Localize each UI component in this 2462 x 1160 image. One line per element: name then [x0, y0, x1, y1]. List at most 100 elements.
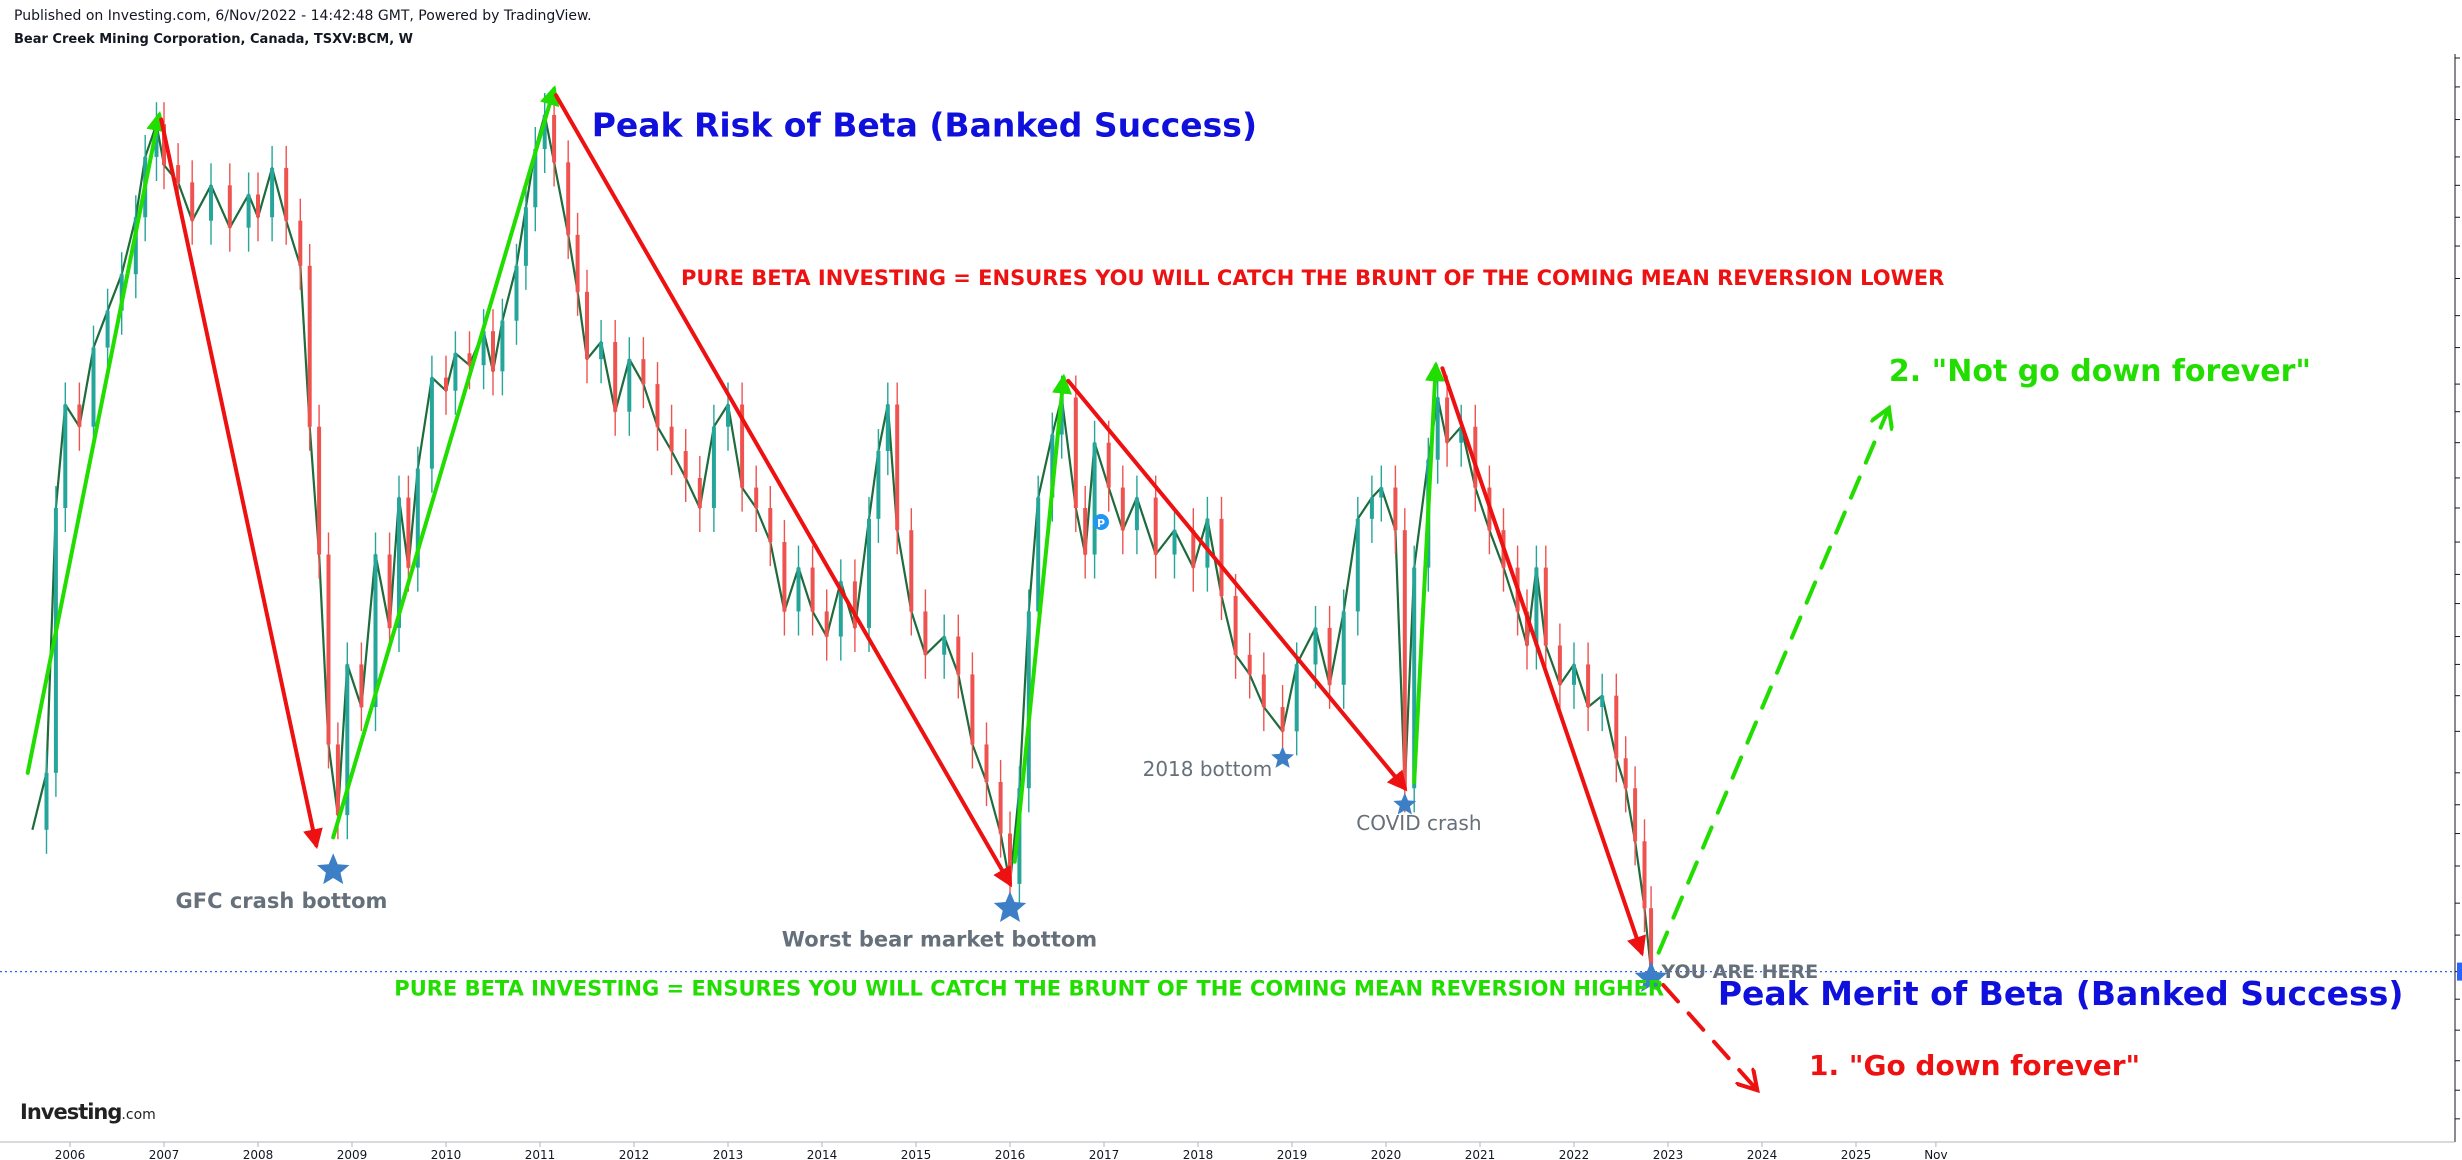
- candle-body: [1106, 442, 1111, 488]
- red-trend-arrow: [1440, 366, 1646, 957]
- candle-body: [1172, 530, 1177, 555]
- candle-body: [1134, 497, 1139, 531]
- x-tick-label: 2009: [337, 1148, 368, 1160]
- candle-body: [1369, 497, 1374, 519]
- green-trend-arrow: [1412, 361, 1445, 784]
- candle-body: [782, 542, 787, 612]
- x-tick-label: 2023: [1653, 1148, 1684, 1160]
- candle-body: [523, 207, 528, 266]
- investing-logo: Investing.com: [20, 1100, 156, 1124]
- candle-body: [1050, 434, 1055, 498]
- candle-body: [641, 359, 646, 385]
- event-marker: P: [1093, 514, 1109, 530]
- candle-body: [246, 194, 251, 228]
- x-tick-label: 2014: [807, 1148, 838, 1160]
- candle-body: [669, 426, 674, 452]
- bottom-stars: [317, 746, 1668, 992]
- published-caption: Published on Investing.com, 6/Nov/2022 -…: [14, 8, 592, 24]
- candle-body: [1623, 758, 1628, 789]
- candle-body: [133, 217, 138, 275]
- price-series: [31, 92, 1654, 996]
- candle-body: [923, 611, 928, 655]
- candle-body: [1294, 664, 1299, 732]
- x-tick-label: 2019: [1277, 1148, 1308, 1160]
- candle-body: [1083, 507, 1088, 555]
- candle-body: [1459, 426, 1464, 443]
- annotation-label: YOU ARE HERE: [1660, 961, 1818, 983]
- candle-body: [838, 581, 843, 637]
- candle-body: [176, 165, 181, 183]
- candle-body: [63, 404, 68, 508]
- symbol-title: Bear Creek Mining Corporation, Canada, T…: [14, 32, 414, 47]
- x-tick-label: 2021: [1465, 1148, 1496, 1160]
- candle-body: [575, 234, 580, 292]
- candle-body: [1008, 833, 1012, 884]
- candle-body: [1327, 627, 1332, 685]
- annotation-label: 2. "Not go down forever": [1889, 354, 2311, 389]
- annotation-label: PURE BETA INVESTING = ENSURES YOU WILL C…: [394, 977, 1664, 1001]
- candle-body: [444, 377, 448, 391]
- candle-body: [627, 359, 632, 412]
- annotation-label: COVID crash: [1356, 811, 1481, 835]
- candle-body: [998, 781, 1003, 834]
- candle-body: [824, 611, 829, 637]
- annotation-label: 1. "Go down forever": [1809, 1049, 2140, 1082]
- x-tick-label: 2012: [619, 1148, 650, 1160]
- candle-body: [970, 674, 975, 745]
- x-tick-label: 2022: [1559, 1148, 1590, 1160]
- candle-body: [44, 772, 49, 830]
- candle-body: [1445, 397, 1450, 443]
- x-tick-label: 2024: [1747, 1148, 1778, 1160]
- candle-body: [467, 353, 472, 366]
- candle-body: [599, 341, 604, 360]
- star-icon: [1634, 961, 1668, 992]
- green-trend-arrow: [331, 85, 560, 840]
- candle-body: [91, 347, 96, 427]
- candle-body: [542, 114, 547, 150]
- candle-body: [406, 497, 411, 568]
- star-icon: [1271, 746, 1294, 768]
- candle-body: [1205, 518, 1210, 568]
- annotation-label: 2018 bottom: [1143, 757, 1273, 781]
- candle-body: [895, 404, 900, 531]
- candle-body: [1313, 627, 1318, 665]
- candle-body: [1402, 530, 1407, 789]
- x-tick-label: 2011: [525, 1148, 556, 1160]
- candle-body: [1247, 654, 1252, 675]
- candle-body: [566, 162, 571, 235]
- candle-body: [1525, 611, 1529, 646]
- candle-body: [270, 167, 275, 218]
- candle-body: [1412, 567, 1417, 789]
- x-tick-label: 2008: [243, 1148, 274, 1160]
- x-tick-label: 2016: [995, 1148, 1026, 1160]
- candle-body: [491, 331, 495, 372]
- candle-body: [284, 167, 289, 221]
- annotation-label: GFC crash bottom: [176, 889, 388, 913]
- candle-body: [345, 664, 350, 816]
- candle-body: [852, 581, 857, 628]
- candle-body: [119, 274, 124, 311]
- candle-body: [209, 185, 213, 221]
- annotation-label: Peak Merit of Beta (Banked Success): [1718, 974, 2404, 1013]
- candle-body: [740, 404, 745, 488]
- candle-body: [796, 567, 801, 612]
- candle-body: [697, 477, 702, 508]
- candle-body: [1341, 611, 1346, 685]
- candle-body: [162, 124, 166, 166]
- candle-body: [190, 182, 195, 221]
- candle-body: [256, 194, 260, 218]
- candle-body: [1233, 595, 1238, 655]
- star-icon: [317, 853, 350, 885]
- candle-body: [1649, 908, 1654, 972]
- green-trend-arrow: [25, 111, 166, 775]
- candle-body: [298, 220, 303, 266]
- candle-body: [909, 530, 914, 612]
- candle-body: [1036, 497, 1041, 612]
- candle-body: [585, 291, 589, 360]
- current-price-line: 0.390: [0, 962, 2462, 981]
- candle-body: [1600, 695, 1605, 708]
- candle-body: [1073, 397, 1078, 508]
- annotation-label: PURE BETA INVESTING = ENSURES YOU WILL C…: [681, 266, 1944, 290]
- candle-body: [1092, 442, 1097, 555]
